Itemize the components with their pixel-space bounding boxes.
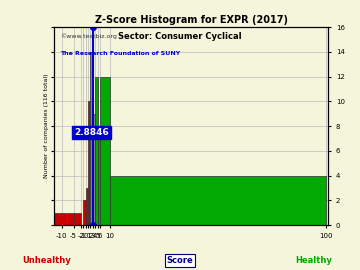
Text: Sector: Consumer Cyclical: Sector: Consumer Cyclical (118, 32, 242, 41)
Bar (100, 77, 110, 225)
Bar (110, 176, 326, 225)
Text: 2.8846: 2.8846 (74, 128, 109, 137)
Bar (93, 114, 95, 225)
Title: Z-Score Histogram for EXPR (2017): Z-Score Histogram for EXPR (2017) (95, 15, 288, 25)
Y-axis label: Number of companies (116 total): Number of companies (116 total) (44, 74, 49, 178)
Bar (90, 52, 93, 225)
Text: Score: Score (167, 256, 193, 265)
Text: Unhealthy: Unhealthy (22, 256, 71, 265)
Bar (83, 200, 86, 225)
Bar (86, 188, 88, 225)
Bar (98, 126, 100, 225)
Bar (95, 77, 98, 225)
Bar (54, 213, 73, 225)
Text: Healthy: Healthy (295, 256, 332, 265)
Text: The Research Foundation of SUNY: The Research Foundation of SUNY (60, 51, 180, 56)
Bar (88, 102, 90, 225)
Text: ©www.textbiz.org: ©www.textbiz.org (60, 33, 117, 39)
Bar (73, 213, 81, 225)
